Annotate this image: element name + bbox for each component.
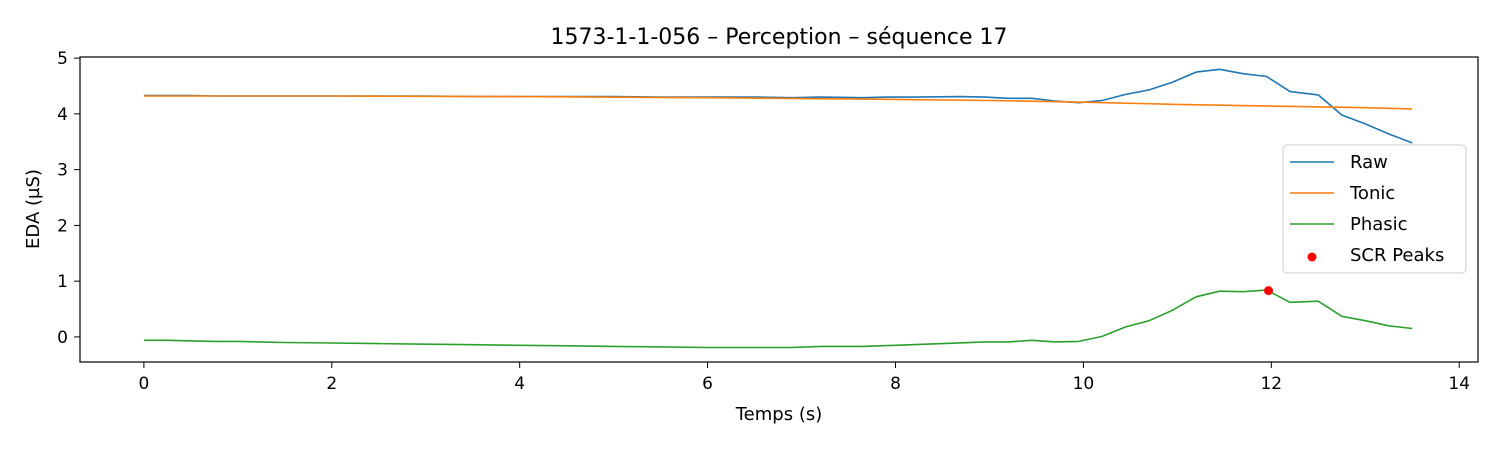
y-tick-label: 1 — [57, 272, 68, 292]
x-tick-label: 0 — [138, 374, 149, 394]
x-tick-label: 2 — [326, 374, 337, 394]
legend-box — [1282, 144, 1467, 274]
x-tick-label: 4 — [514, 374, 525, 394]
series-layer — [143, 68, 1413, 349]
y-axis-title: EDA (µS) — [23, 169, 44, 249]
y-axis: 0 1 2 3 4 5 — [57, 49, 80, 348]
x-tick-label: 12 — [1260, 374, 1282, 394]
scr-peak-point — [1263, 286, 1273, 296]
y-tick-label: 3 — [57, 161, 68, 181]
x-tick-label: 8 — [890, 374, 901, 394]
x-axis-title: Temps (s) — [735, 404, 823, 425]
legend-label: Tonic — [1349, 183, 1395, 204]
legend: Raw Tonic Phasic SCR Peaks — [1282, 144, 1467, 274]
series-line-raw — [143, 68, 1413, 144]
legend-label: Phasic — [1350, 214, 1408, 235]
y-tick-label: 5 — [57, 49, 68, 69]
y-tick-label: 4 — [57, 105, 68, 125]
y-tick-label: 2 — [57, 216, 68, 236]
plot-frame — [79, 56, 1479, 363]
series-line-phasic — [143, 289, 1413, 349]
x-axis: 0 2 4 6 8 10 12 14 — [138, 362, 1470, 394]
chart-title: 1573-1-1-056 – Perception – séquence 17 — [550, 25, 1007, 50]
y-tick-label: 0 — [57, 328, 68, 348]
legend-swatch-scr-peaks — [1307, 252, 1317, 262]
x-tick-label: 10 — [1073, 374, 1095, 394]
x-tick-label: 6 — [702, 374, 713, 394]
x-tick-label: 14 — [1448, 374, 1470, 394]
series-line-tonic — [143, 95, 1413, 110]
legend-label: Raw — [1350, 152, 1388, 173]
points-layer — [1263, 286, 1273, 296]
legend-label: SCR Peaks — [1350, 245, 1444, 266]
